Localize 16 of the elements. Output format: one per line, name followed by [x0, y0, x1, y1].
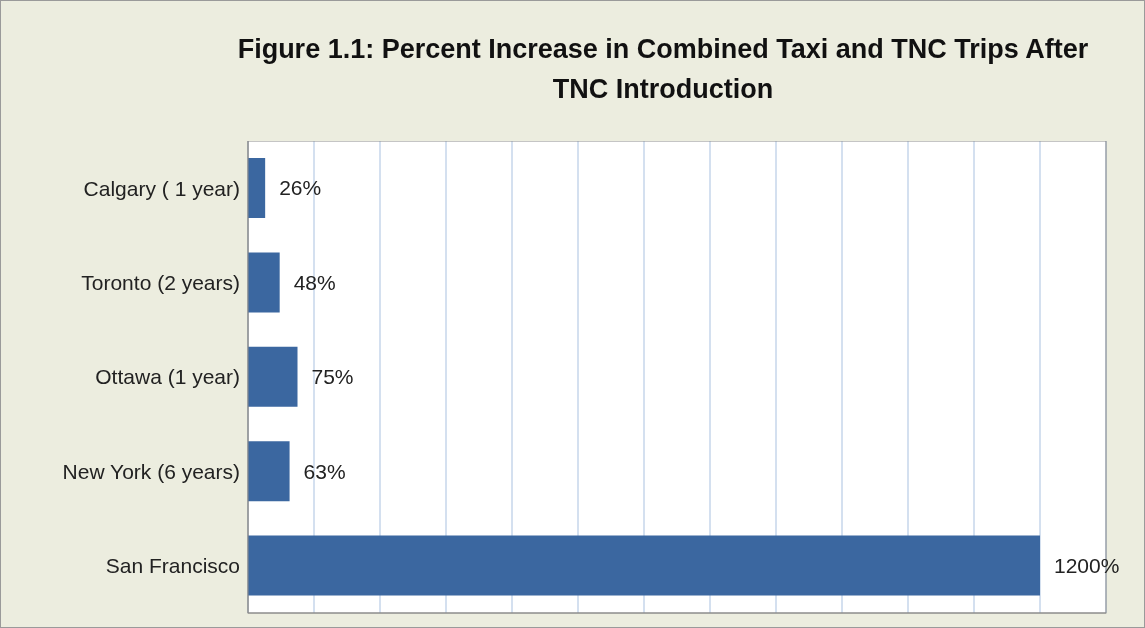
y-tick-label: Toronto (2 years) — [81, 271, 240, 295]
data-label: 75% — [311, 365, 354, 389]
bar — [248, 252, 280, 313]
data-label: 63% — [303, 459, 346, 483]
bar — [248, 346, 298, 407]
y-tick-label: New York (6 years) — [62, 459, 240, 483]
y-tick-label: Ottawa (1 year) — [95, 365, 240, 389]
data-label: 1200% — [1054, 554, 1120, 578]
chart-title: Figure 1.1: Percent Increase in Combined Taxi and TNC Trips After TNC Introduction — [236, 33, 1090, 106]
data-label: 26% — [279, 176, 322, 200]
y-tick-label: San Francisco — [105, 554, 240, 578]
y-tick-label: Calgary ( 1 year) — [83, 176, 240, 200]
bar — [248, 441, 290, 502]
data-label: 48% — [293, 270, 336, 294]
bar — [248, 535, 1040, 596]
bar — [248, 157, 266, 218]
